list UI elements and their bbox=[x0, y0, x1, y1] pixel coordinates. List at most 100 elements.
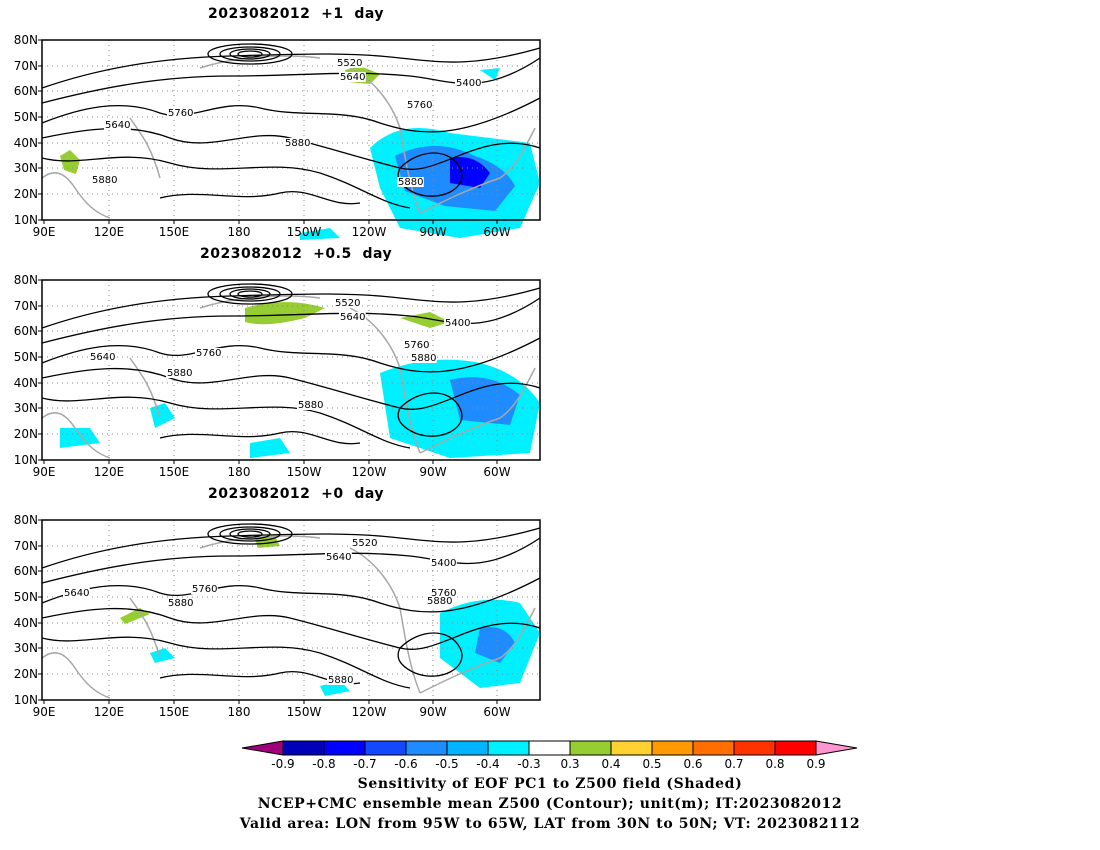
lat-tick-label: 10N bbox=[14, 453, 38, 467]
colorbar-label: 0.7 bbox=[724, 757, 743, 771]
contour-label: 5640 bbox=[105, 120, 130, 131]
contour-label: 5880 bbox=[398, 177, 423, 188]
contour-label: 5880 bbox=[328, 675, 353, 686]
coastline bbox=[419, 127, 536, 214]
contour-ring bbox=[219, 46, 281, 62]
lat-tick-label: 50N bbox=[14, 350, 38, 364]
colorbar-label: -0.7 bbox=[353, 757, 376, 771]
colorbar-box bbox=[487, 740, 530, 756]
colorbar-box bbox=[405, 740, 448, 756]
map-panel-1: 5520 5640 5400 5760 5640 5760 5880 5880 5880 80N 7… bbox=[14, 33, 541, 240]
colorbar-box bbox=[528, 740, 571, 756]
colorbar-label: 0.5 bbox=[642, 757, 661, 771]
contour-label-bg bbox=[397, 177, 424, 187]
lon-tick-label: 150W bbox=[287, 705, 322, 719]
contour-line bbox=[41, 97, 541, 133]
lon-tick-label: 90E bbox=[33, 465, 56, 479]
contour-line bbox=[41, 337, 541, 373]
contour-label-bg bbox=[325, 552, 352, 562]
contour-label-bg bbox=[297, 400, 324, 410]
lat-tick-label: 80N bbox=[14, 273, 38, 287]
coastline bbox=[129, 357, 161, 419]
contour-line bbox=[41, 607, 541, 650]
contour-label-bg bbox=[426, 596, 453, 606]
lat-tick-label: 40N bbox=[14, 136, 38, 150]
colorbar-label: -0.6 bbox=[394, 757, 417, 771]
contour-label-bg bbox=[191, 584, 218, 594]
coastline bbox=[419, 607, 536, 694]
contour-label-bg bbox=[195, 348, 222, 358]
lon-tick-label: 150E bbox=[159, 225, 190, 239]
lon-tick-label: 120W bbox=[352, 705, 387, 719]
lon-tick-label: 60W bbox=[483, 465, 510, 479]
shading-region bbox=[450, 157, 490, 188]
contour-label-bg bbox=[327, 675, 354, 685]
contour-label: 5880 bbox=[411, 353, 436, 364]
contour-label: 5880 bbox=[168, 598, 193, 609]
lat-tick-label: 30N bbox=[14, 641, 38, 655]
contour-label-bg bbox=[166, 368, 193, 378]
colorbar-box bbox=[446, 740, 489, 756]
colorbar-box bbox=[569, 740, 612, 756]
lat-tick-label: 80N bbox=[14, 33, 38, 47]
contour-line bbox=[397, 392, 463, 437]
coastline bbox=[199, 55, 321, 69]
contour-label: 5880 bbox=[298, 400, 323, 411]
lat-tick-label: 10N bbox=[14, 693, 38, 707]
contour-line bbox=[41, 396, 411, 449]
contour-label: 5880 bbox=[92, 175, 117, 186]
contour-line bbox=[397, 632, 463, 677]
contour-label: 5880 bbox=[427, 596, 452, 607]
contour-label: 5640 bbox=[340, 72, 365, 83]
lon-tick-label: 60W bbox=[483, 705, 510, 719]
colorbar-box bbox=[610, 740, 653, 756]
colorbar-label: 0.4 bbox=[601, 757, 620, 771]
lon-tick-label: 90W bbox=[419, 465, 446, 479]
colorbar-box bbox=[733, 740, 776, 756]
lon-tick-label: 120W bbox=[352, 225, 387, 239]
colorbar-box bbox=[692, 740, 735, 756]
map-frame bbox=[41, 279, 541, 461]
lat-tick-label: 40N bbox=[14, 616, 38, 630]
contour-line bbox=[41, 287, 541, 329]
lat-tick-label: 50N bbox=[14, 110, 38, 124]
lon-tick-label: 180 bbox=[228, 705, 251, 719]
lat-tick-label: 70N bbox=[14, 299, 38, 313]
colorbar-label: 0.6 bbox=[683, 757, 702, 771]
shading-region bbox=[450, 377, 520, 425]
shading-region bbox=[150, 403, 175, 428]
coastline bbox=[199, 295, 321, 309]
contour-label: 5520 bbox=[335, 298, 360, 309]
colorbar-label: -0.3 bbox=[517, 757, 540, 771]
contour-label: 5640 bbox=[90, 352, 115, 363]
lon-tick-label: 90E bbox=[33, 705, 56, 719]
contour-label-bg bbox=[455, 78, 482, 88]
contour-line bbox=[41, 527, 541, 569]
lon-tick-label: 150W bbox=[287, 225, 322, 239]
coastline bbox=[129, 117, 161, 179]
contour-label: 5880 bbox=[285, 138, 310, 149]
coastline bbox=[41, 652, 111, 699]
colorbar-label: 0.8 bbox=[765, 757, 784, 771]
lat-tick-label: 60N bbox=[14, 84, 38, 98]
coastline bbox=[41, 412, 111, 459]
contour-label-bg bbox=[336, 58, 363, 68]
contour-label-bg bbox=[91, 175, 118, 185]
colorbar-box bbox=[323, 740, 366, 756]
contour-ring bbox=[207, 283, 293, 305]
lon-tick-label: 180 bbox=[228, 225, 251, 239]
lon-tick-label: 90W bbox=[419, 705, 446, 719]
lon-tick-label: 60W bbox=[483, 225, 510, 239]
contour-label-bg bbox=[167, 108, 194, 118]
contour-ring bbox=[237, 530, 263, 538]
lat-tick-label: 60N bbox=[14, 564, 38, 578]
colorbar-label: -0.5 bbox=[435, 757, 458, 771]
contour-line bbox=[41, 577, 541, 613]
colorbar: -0.9 -0.8 -0.7 -0.6 -0.5 -0.4 -0.3 0.3 0.4 0.5 0.6… bbox=[241, 740, 858, 771]
shading-region bbox=[120, 608, 150, 624]
contour-label-bg bbox=[339, 312, 366, 322]
shading-region bbox=[300, 228, 340, 240]
lon-tick-label: 120E bbox=[94, 225, 125, 239]
contour-label: 5760 bbox=[407, 100, 432, 111]
contour-label: 5760 bbox=[404, 340, 429, 351]
